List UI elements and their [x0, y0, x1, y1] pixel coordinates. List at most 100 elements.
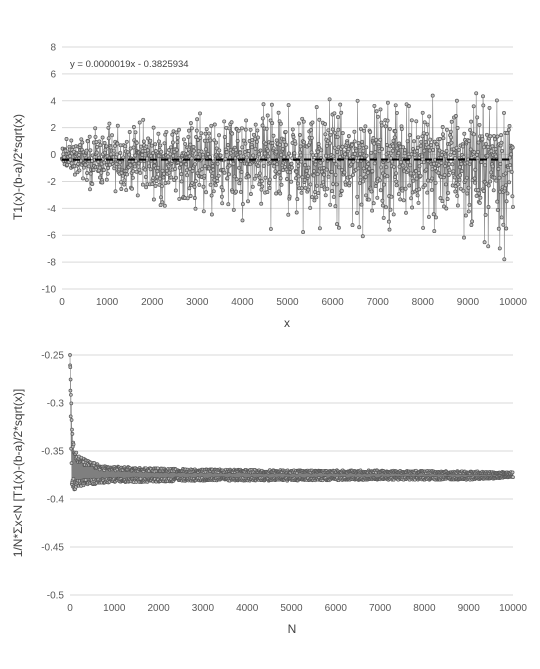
data-point	[440, 125, 445, 129]
data-point	[448, 129, 453, 134]
data-point	[358, 126, 363, 131]
data-point	[360, 139, 365, 144]
data-point	[430, 93, 435, 98]
y-tick-label: -0.5	[47, 591, 65, 602]
data-point	[259, 179, 264, 184]
data-point	[484, 132, 489, 137]
data-point	[381, 215, 386, 220]
data-point	[294, 169, 299, 174]
data-point	[240, 202, 245, 207]
x-tick-label: 7000	[367, 297, 390, 308]
data-point	[186, 151, 190, 156]
data-point	[219, 185, 224, 190]
data-point	[431, 212, 436, 217]
data-point	[69, 418, 74, 422]
data-point	[443, 182, 448, 187]
data-point	[362, 169, 367, 174]
data-point	[175, 135, 180, 140]
data-point	[405, 160, 410, 165]
data-point	[364, 145, 369, 150]
data-point	[159, 195, 163, 200]
data-point	[366, 197, 371, 202]
data-point	[110, 133, 114, 138]
data-point	[102, 141, 107, 145]
data-point	[240, 145, 245, 150]
data-point	[380, 203, 385, 208]
data-point	[495, 207, 500, 212]
data-point	[453, 155, 457, 160]
data-point	[439, 160, 444, 165]
data-point	[286, 103, 291, 108]
data-point	[69, 392, 73, 397]
data-point	[356, 141, 361, 146]
data-point	[222, 135, 227, 139]
data-point	[445, 197, 450, 201]
data-point	[369, 189, 374, 194]
data-point	[440, 199, 445, 204]
data-point	[69, 461, 74, 465]
data-point	[148, 167, 153, 172]
data-point	[427, 114, 432, 119]
data-point	[447, 162, 452, 167]
data-point	[179, 172, 184, 177]
x-tick-labels: 0 1000 2000 3000 4000 5000 6000 7000 8000 9000 100…	[67, 603, 527, 614]
data-point	[258, 148, 263, 153]
data-point	[273, 169, 278, 174]
data-point	[117, 164, 122, 169]
data-point	[483, 141, 488, 146]
data-point	[227, 126, 232, 131]
data-point	[150, 150, 155, 155]
data-point	[156, 165, 161, 170]
data-point	[478, 195, 483, 200]
data-point	[370, 208, 375, 213]
data-point	[84, 148, 89, 153]
data-point	[409, 152, 414, 157]
data-point	[199, 167, 204, 172]
data-point	[179, 162, 183, 166]
data-point	[374, 137, 378, 142]
data-point	[406, 104, 411, 109]
x-tick-label: 3000	[186, 297, 209, 308]
data-point	[481, 189, 486, 193]
data-point	[372, 103, 377, 108]
data-point	[503, 183, 508, 188]
data-point	[382, 182, 387, 187]
data-point	[383, 124, 388, 129]
data-point	[158, 176, 162, 181]
data-point	[135, 193, 140, 198]
data-point	[174, 175, 179, 180]
data-point	[360, 234, 365, 239]
data-point	[185, 196, 190, 201]
data-point	[289, 179, 294, 184]
data-point	[175, 140, 180, 145]
x-tick-label: 0	[59, 297, 65, 308]
data-point	[391, 138, 396, 143]
data-point	[199, 131, 204, 136]
data-point	[90, 182, 95, 186]
data-point	[350, 223, 355, 228]
data-point	[475, 149, 480, 154]
data-point	[476, 140, 481, 145]
data-point	[468, 127, 473, 132]
data-point	[157, 139, 161, 144]
data-point	[64, 137, 69, 141]
data-point	[78, 142, 83, 147]
data-point	[505, 131, 510, 136]
data-point	[385, 174, 390, 179]
x-tick-label: 9000	[457, 297, 480, 308]
data-point	[468, 147, 473, 152]
data-point	[473, 167, 478, 172]
data-point	[490, 144, 495, 149]
data-point	[435, 145, 440, 150]
data-point	[68, 365, 73, 370]
data-point	[481, 103, 486, 108]
data-point	[480, 137, 485, 142]
data-point	[194, 135, 199, 139]
data-point	[266, 154, 271, 159]
x-axis-title: N	[288, 622, 297, 636]
data-point	[472, 150, 477, 155]
data-point	[174, 130, 179, 135]
data-point	[289, 161, 294, 166]
data-point	[405, 139, 410, 144]
data-point	[330, 127, 335, 132]
